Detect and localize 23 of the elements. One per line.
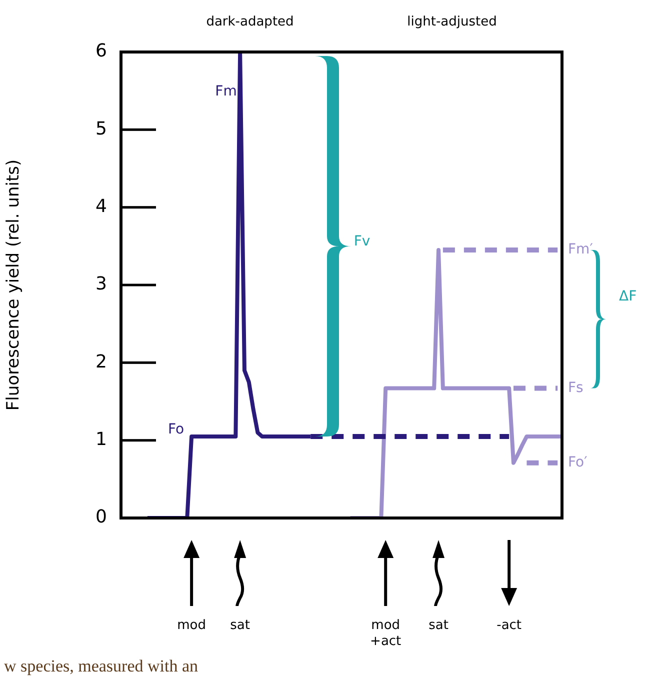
x-tick-label: mod +act [370,618,402,649]
x-tick-label: sat [230,618,250,634]
text: Fo′ [568,454,588,470]
y-axis-title: Fluorescence yield (rel. units) [4,159,24,411]
y-tick-label: 1 [96,429,107,450]
annotation: Fo [168,422,184,438]
annotation: Fv [354,234,370,250]
y-tick-label: 2 [96,351,107,372]
y-tick-label: 5 [96,118,107,140]
x-tick-label: -act [496,618,522,634]
annotation: Fm [215,84,237,100]
y-tick-label: 6 [96,40,107,62]
y-tick-label: 4 [96,196,107,218]
text: Fs [568,380,584,396]
x-tick-label: sat [428,618,448,634]
text: dark-adapted [206,14,294,30]
text: light-adjusted [407,14,497,30]
x-tick-label: mod [177,618,206,634]
y-tick-label: 0 [96,506,107,528]
text: ΔF [619,288,637,305]
text: w species, measured with an [4,656,199,676]
y-tick-label: 3 [96,274,107,295]
text: Fm′ [568,242,593,258]
